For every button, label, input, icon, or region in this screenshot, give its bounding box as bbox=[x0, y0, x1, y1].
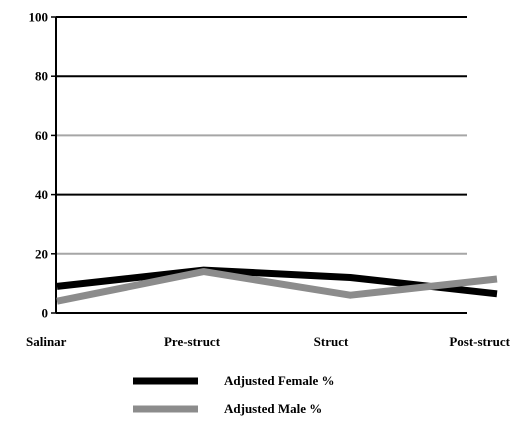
x-tick-label: Post-struct bbox=[449, 334, 510, 349]
series-line-male bbox=[56, 268, 498, 305]
legend-label: Adjusted Male % bbox=[224, 401, 322, 416]
series-lines bbox=[56, 266, 498, 305]
x-axis: Salinar Pre-struct Struct Post-struct bbox=[26, 312, 511, 349]
y-axis: 0 20 40 60 80 100 bbox=[29, 10, 57, 321]
x-tick-label: Struct bbox=[314, 334, 349, 349]
y-tick-label: 80 bbox=[35, 69, 48, 84]
x-tick-label: Pre-struct bbox=[164, 334, 221, 349]
y-tick-label: 100 bbox=[29, 10, 49, 25]
y-tick-label: 40 bbox=[35, 187, 48, 202]
gridlines bbox=[56, 16, 467, 255]
y-tick-label: 0 bbox=[42, 306, 49, 321]
legend: Adjusted Female % Adjusted Male % bbox=[133, 373, 335, 416]
x-tick-label: Salinar bbox=[26, 334, 67, 349]
legend-label: Adjusted Female % bbox=[224, 373, 335, 388]
y-tick-label: 20 bbox=[35, 246, 48, 261]
y-tick-label: 60 bbox=[35, 128, 48, 143]
